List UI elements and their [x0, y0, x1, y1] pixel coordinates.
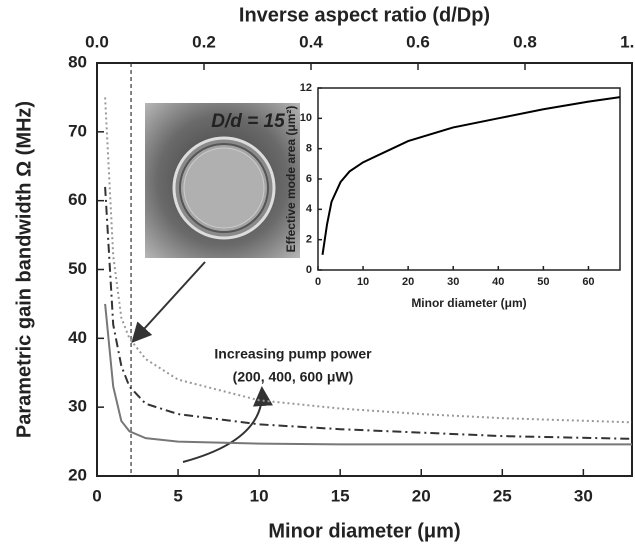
series-line [104, 97, 633, 424]
x-tick-label: 30 [447, 276, 459, 288]
x-tick-label: 40 [492, 276, 504, 288]
x-tick-label: 15 [331, 486, 350, 505]
annotation: Increasing pump power [214, 346, 372, 362]
x2-tick-label: 0.6 [406, 32, 430, 51]
inset-background [318, 88, 620, 270]
photo-label: D/d = 15 [211, 111, 285, 132]
x2-axis-title: Inverse aspect ratio (d/Dp) [239, 4, 490, 26]
x-tick-label: 25 [493, 486, 512, 505]
x-tick-label: 10 [250, 486, 269, 505]
arrow [182, 386, 273, 463]
y-tick-label: 30 [68, 397, 87, 416]
x-axis-title: Minor diameter (μm) [411, 296, 526, 310]
y-tick-label: 60 [68, 190, 87, 209]
series-line [104, 303, 632, 446]
x-tick-label: 30 [574, 486, 593, 505]
x-tick-label: 0 [92, 486, 101, 505]
y-tick-label: 40 [68, 328, 87, 347]
y-tick-label: 6 [306, 173, 312, 185]
x2-tick-label: 0.4 [299, 32, 323, 51]
x-tick-label: 20 [412, 486, 431, 505]
x-tick-label: 5 [173, 486, 182, 505]
arrow [131, 261, 206, 343]
x2-tick-label: 0.8 [513, 32, 537, 51]
y-axis-title: Parametric gain bandwidth Ω (MHz) [13, 101, 35, 438]
series-line [321, 96, 621, 255]
x-tick-label: 50 [537, 276, 549, 288]
x-tick-label: 20 [402, 276, 414, 288]
y-tick-label: 8 [306, 143, 312, 155]
y-tick-label: 80 [68, 52, 87, 71]
x-axis-title: Minor diameter (μm) [268, 520, 460, 542]
x2-tick-label: 0.2 [192, 32, 216, 51]
series-line [104, 186, 633, 440]
y-tick-label: 50 [68, 259, 87, 278]
x2-tick-label: 0.0 [85, 32, 109, 51]
y-tick-label: 0 [306, 264, 312, 276]
y-tick-label: 2 [306, 234, 312, 246]
y-tick-label: 10 [300, 112, 312, 124]
annotation: (200, 400, 600 μW) [233, 369, 354, 385]
x-tick-label: 10 [357, 276, 369, 288]
y-tick-label: 20 [68, 465, 87, 484]
y-tick-label: 4 [306, 203, 313, 215]
x-tick-label: 60 [582, 276, 594, 288]
y-tick-label: 70 [68, 121, 87, 140]
photo [145, 103, 300, 258]
x2-tick-label: 1.0 [620, 32, 635, 51]
y-tick-label: 12 [300, 82, 312, 94]
x-tick-label: 0 [315, 276, 321, 288]
y-axis-title: Effective mode area (μm²) [284, 106, 298, 253]
